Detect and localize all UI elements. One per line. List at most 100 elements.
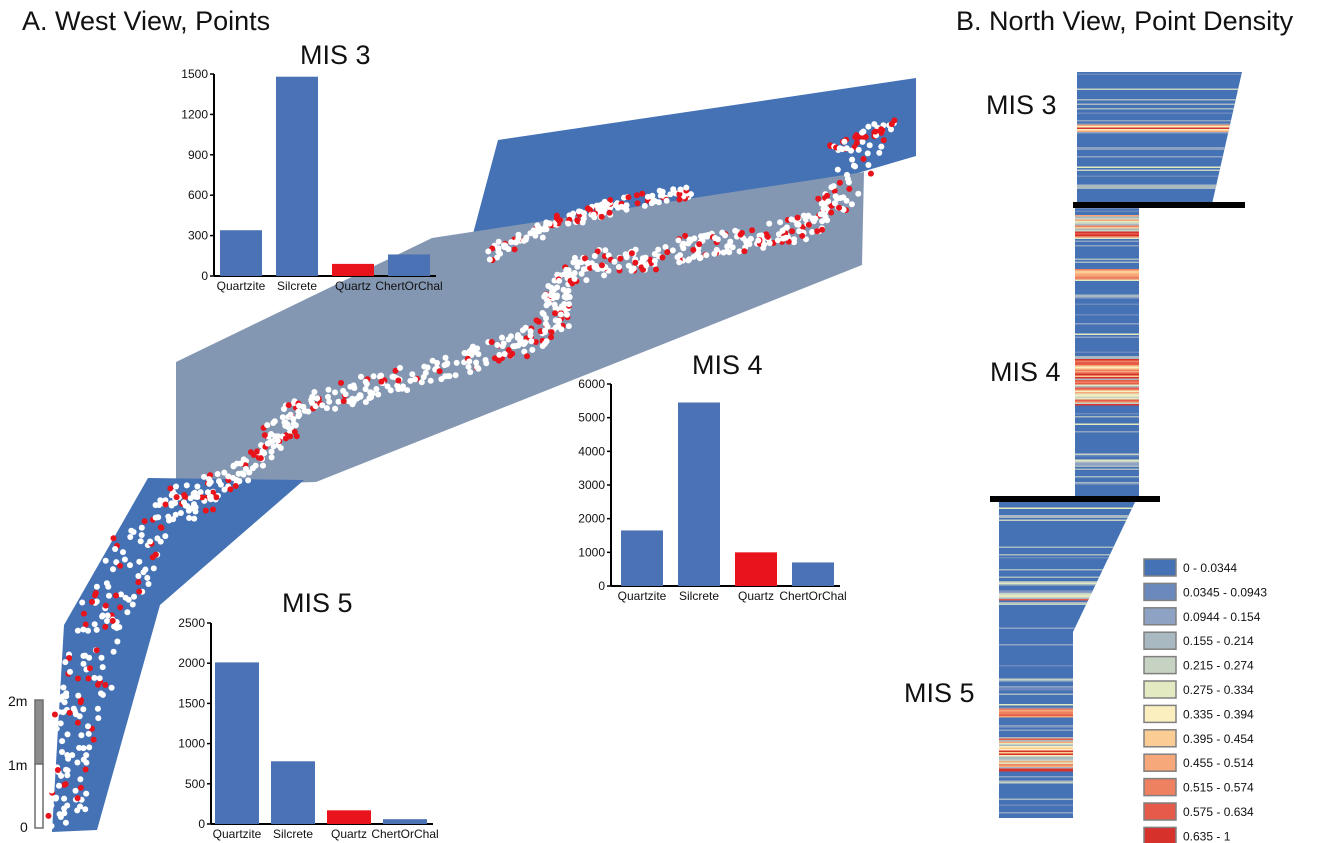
artifact-point xyxy=(495,245,502,252)
artifact-point xyxy=(311,389,318,395)
artifact-point xyxy=(867,170,874,177)
artifact-point xyxy=(486,256,493,263)
artifact-point xyxy=(409,371,416,378)
artifact-point xyxy=(864,150,871,157)
artifact-point xyxy=(91,621,98,628)
density-band xyxy=(1075,464,1139,466)
artifact-point xyxy=(117,562,124,569)
density-band xyxy=(999,770,1136,772)
artifact-point xyxy=(214,471,221,477)
artifact-point xyxy=(89,598,95,605)
artifact-point xyxy=(80,745,87,752)
density-band xyxy=(999,576,1136,578)
density-band xyxy=(1075,275,1139,277)
artifact-point xyxy=(61,810,68,817)
artifact-point xyxy=(96,675,103,682)
mis5-x-tick-label: Silcrete xyxy=(273,827,313,841)
artifact-point xyxy=(137,538,144,545)
artifact-point xyxy=(188,505,195,512)
artifact-point xyxy=(675,237,682,244)
artifact-point xyxy=(422,369,429,376)
artifact-point xyxy=(57,720,64,727)
artifact-point xyxy=(607,197,614,203)
artifact-point xyxy=(91,674,98,681)
density-band xyxy=(999,759,1136,761)
artifact-point xyxy=(783,224,790,231)
artifact-point xyxy=(836,145,843,152)
artifact-point xyxy=(135,573,142,579)
artifact-point xyxy=(70,705,77,712)
artifact-point xyxy=(614,204,621,211)
artifact-point xyxy=(764,233,771,240)
artifact-point xyxy=(565,323,572,330)
artifact-point xyxy=(777,219,784,226)
artifact-point xyxy=(85,675,92,682)
artifact-point xyxy=(378,372,385,379)
artifact-point xyxy=(670,186,677,193)
artifact-point xyxy=(539,310,546,316)
artifact-point xyxy=(843,197,850,204)
artifact-point xyxy=(384,383,391,390)
artifact-point xyxy=(141,518,148,525)
artifact-point xyxy=(817,211,824,218)
artifact-point xyxy=(553,215,560,222)
artifact-point xyxy=(325,393,331,400)
artifact-point xyxy=(74,719,81,726)
mis3-y-tick-label: 900 xyxy=(188,148,208,162)
artifact-point xyxy=(483,360,490,367)
legend-swatch xyxy=(1143,753,1177,772)
density-band xyxy=(1075,215,1139,217)
artifact-point xyxy=(818,200,825,207)
artifact-point xyxy=(375,391,382,398)
artifact-point xyxy=(814,228,821,235)
artifact-point xyxy=(312,403,319,410)
artifact-point xyxy=(855,190,862,197)
density-band xyxy=(1075,389,1139,391)
density-band xyxy=(999,764,1136,766)
density-band xyxy=(1075,222,1139,224)
artifact-point xyxy=(475,351,482,358)
artifact-point xyxy=(556,317,563,324)
artifact-point xyxy=(537,328,544,335)
density-band xyxy=(1075,245,1139,247)
artifact-point xyxy=(747,235,754,242)
density-band xyxy=(1075,314,1139,316)
mis5-x-tick-label: Quartz xyxy=(331,827,367,841)
artifact-point xyxy=(749,227,755,234)
artifact-point xyxy=(466,348,473,355)
artifact-point xyxy=(260,462,266,469)
mis4-density-strip xyxy=(1075,206,1139,496)
artifact-point xyxy=(362,378,369,385)
scale-bar-label-2m: 2m xyxy=(8,693,27,709)
density-band xyxy=(999,726,1136,728)
mis3-x-tick-label: ChertOrChal xyxy=(375,279,442,293)
artifact-point xyxy=(561,301,568,307)
artifact-point xyxy=(173,494,180,501)
mis3-bar-silcrete xyxy=(276,76,318,277)
artifact-point xyxy=(561,271,568,278)
artifact-point xyxy=(698,233,704,240)
mis5-y-tick-label: 2000 xyxy=(178,656,205,670)
north-view-mis5-label: MIS 5 xyxy=(904,678,975,708)
density-band xyxy=(999,644,1136,646)
artifact-point xyxy=(194,494,201,500)
artifact-point xyxy=(533,317,540,324)
density-band xyxy=(999,741,1136,743)
density-band xyxy=(1077,132,1242,134)
density-band xyxy=(999,804,1136,806)
artifact-point xyxy=(87,665,93,672)
density-band xyxy=(999,519,1136,521)
density-band xyxy=(1075,392,1139,394)
mis5-x-tick-label: ChertOrChal xyxy=(371,827,438,841)
artifact-point xyxy=(52,690,59,697)
artifact-point xyxy=(129,601,136,608)
artifact-point xyxy=(74,759,81,766)
artifact-point xyxy=(617,255,624,262)
artifact-point xyxy=(82,806,89,813)
artifact-point xyxy=(290,420,297,427)
artifact-point xyxy=(825,198,832,205)
artifact-point xyxy=(127,562,133,569)
artifact-point xyxy=(606,209,613,216)
artifact-point xyxy=(77,776,84,783)
artifact-point xyxy=(566,212,573,219)
